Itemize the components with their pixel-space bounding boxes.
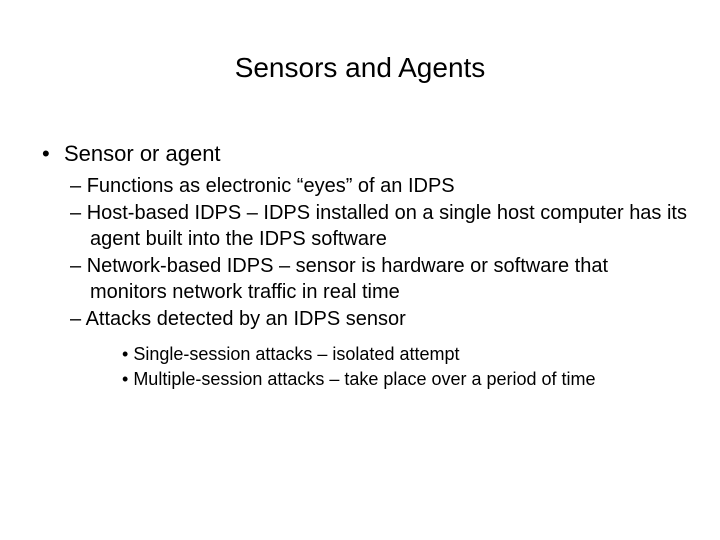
slide-container: Sensors and Agents •Sensor or agent – Fu… [0, 52, 720, 540]
bullet-l2d-text: Attacks detected by an IDPS sensor [86, 308, 406, 330]
bullet-l3a-text: Single-session attacks – isolated attemp… [133, 344, 459, 364]
slide-content: •Sensor or agent – Functions as electron… [0, 140, 720, 392]
bullet-level3: • Single-session attacks – isolated atte… [42, 343, 690, 366]
bullet-l1-text: Sensor or agent [64, 141, 221, 166]
bullet-level1: •Sensor or agent [42, 140, 690, 168]
bullet-level2: – Attacks detected by an IDPS sensor [42, 307, 690, 333]
bullet-l3b-text: Multiple-session attacks – take place ov… [133, 369, 595, 389]
bullet-level2: – Host-based IDPS – IDPS installed on a … [42, 201, 690, 252]
bullet-dot-icon: • [42, 140, 64, 168]
slide-title: Sensors and Agents [0, 52, 720, 84]
bullet-l2b-text: Host-based IDPS – IDPS installed on a si… [87, 202, 687, 250]
bullet-l2c-text: Network-based IDPS – sensor is hardware … [87, 255, 608, 303]
bullet-l2a-text: Functions as electronic “eyes” of an IDP… [87, 175, 455, 197]
bullet-level2: – Functions as electronic “eyes” of an I… [42, 174, 690, 200]
bullet-level3: • Multiple-session attacks – take place … [42, 368, 690, 391]
bullet-level3-group: • Single-session attacks – isolated atte… [42, 343, 690, 392]
bullet-level2: – Network-based IDPS – sensor is hardwar… [42, 254, 690, 305]
